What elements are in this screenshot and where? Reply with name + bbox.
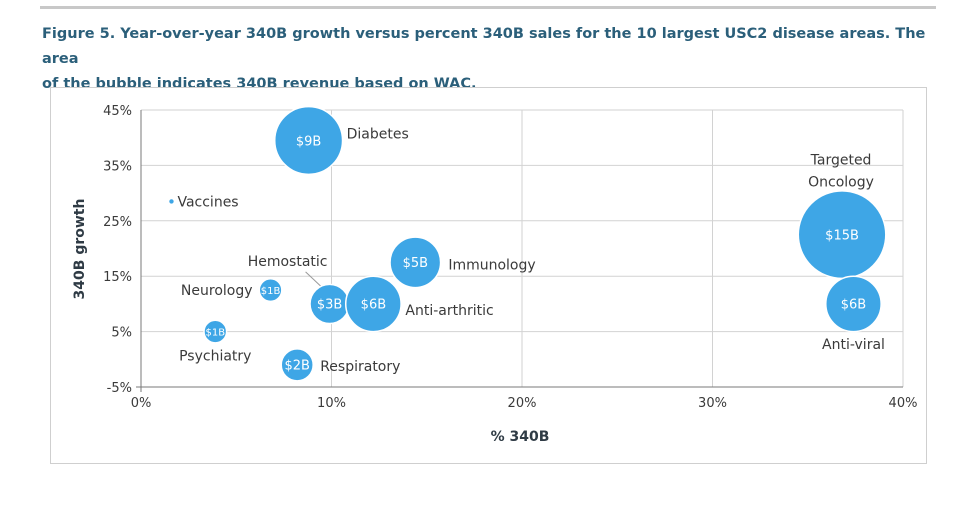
chart-frame [50,87,927,464]
y-tick-label: 25% [103,215,132,230]
bubble-name-label: Respiratory [320,359,400,375]
bubble-value-label: $6B [841,298,866,313]
axis-ticks: 45% 35% 25% 15% 5% -5%0% 10% 20% 30% 40% [103,104,917,411]
bubble-value-label: $5B [403,256,428,271]
bubble-name-label: Vaccines [177,194,238,210]
y-tick-label: 45% [103,104,132,119]
top-rule [40,6,936,9]
bubble-value-label: $9B [296,134,321,149]
bubble-immunology [389,236,442,289]
x-tick-label: 10% [317,396,346,411]
x-tick-label: 30% [698,396,727,411]
x-axis-title: % 340B [491,429,550,445]
bubble-group: $9B Diabetes Vaccines $15B Targeted Oncology $… [169,105,887,382]
y-tick-label: -5% [107,381,132,396]
bubble-value-label: $15B [825,228,859,243]
x-tick-label: 40% [889,396,918,411]
x-tick-label: 0% [131,396,152,411]
bubble-value-label: $1B [205,327,225,338]
bubble-name-label: Immunology [448,257,535,273]
bubble-diabetes [273,105,344,176]
bubble-name-label: Diabetes [347,126,409,142]
x-tick-label: 20% [508,396,537,411]
y-axis-title: 340B growth [72,199,88,300]
bubble-value-label: $1B [261,286,281,297]
bubble-name-label: Anti-viral [822,337,885,353]
bubble-name-label: Targeted [810,153,872,169]
figure-caption: Figure 5. Year-over-year 340B growth ver… [42,22,942,97]
bubble-value-label: $3B [317,298,342,313]
y-tick-label: 35% [103,159,132,174]
bubble-name-label: Neurology [181,283,253,299]
caption-line-2: of the bubble indicates 340B revenue bas… [42,76,477,92]
bubble-value-label: $2B [284,359,309,374]
bubble-anti-arthritic [344,275,402,333]
bubble-psychiatry [203,319,228,344]
bubble-name-label: Hemostatic [248,254,328,270]
caption-line-1: Figure 5. Year-over-year 340B growth ver… [42,26,926,67]
y-tick-label: 15% [103,270,132,285]
bubble-respiratory [280,348,314,382]
bubble-anti-viral [825,275,882,333]
bubble-neurology [258,278,283,303]
bubble-name-label: Psychiatry [179,349,251,365]
y-tick-label: 5% [111,326,132,341]
bubble-value-label: $6B [361,298,386,313]
bubble-name-label: Oncology [808,175,874,191]
bubble-vaccines [169,199,174,204]
bubble-name-label: Anti-arthritic [405,303,493,319]
